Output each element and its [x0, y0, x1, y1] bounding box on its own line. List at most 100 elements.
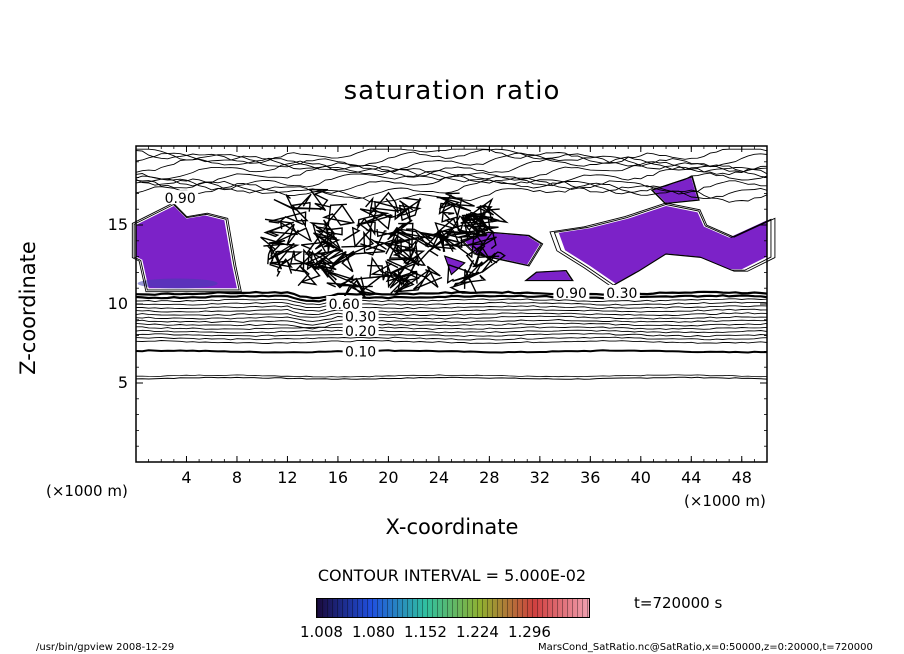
- contour-lines: [131, 148, 776, 380]
- contour-line: [135, 339, 768, 344]
- supersaturated-region: [527, 270, 572, 281]
- contour-line: [135, 329, 768, 334]
- contour-line: [452, 267, 488, 288]
- contour-line: [135, 160, 768, 181]
- high-ratio-patch: [137, 278, 218, 289]
- contour-label: 0.90: [556, 286, 587, 302]
- contour-label: 0.60: [329, 297, 360, 313]
- contour-line: [297, 264, 334, 287]
- contour-line: [465, 245, 498, 267]
- x-tick-label: 12: [277, 468, 298, 487]
- contour-line: [553, 204, 772, 286]
- footer-left: /usr/bin/gpview 2008-12-29: [36, 642, 175, 653]
- contour-line: [135, 376, 768, 380]
- y-tick-label: 5: [117, 373, 128, 392]
- contour-line: [303, 247, 339, 271]
- contour-line: [524, 269, 574, 282]
- contour-line: [290, 201, 326, 222]
- x-unit-right: (×1000 m): [684, 492, 766, 510]
- contour-line: [356, 208, 393, 231]
- contour-line: [383, 242, 420, 267]
- contour-line: [321, 203, 355, 227]
- contour-line: [135, 374, 768, 378]
- x-tick-label: 40: [630, 468, 651, 487]
- x-tick-label: 4: [181, 468, 192, 487]
- colorbar: [316, 598, 590, 618]
- contour-line: [390, 271, 415, 294]
- contour-line: [135, 308, 768, 315]
- contour-line: [131, 202, 242, 293]
- colorbar-label: 1.008: [300, 623, 343, 641]
- contour-label: 0.30: [606, 286, 637, 302]
- contour-line: [357, 213, 387, 236]
- supersaturated-region: [136, 206, 237, 289]
- supersaturated-region: [653, 177, 698, 203]
- contour-label-bg: [326, 296, 363, 310]
- contour-line: [404, 240, 439, 265]
- contour-line: [135, 165, 768, 187]
- supersaturated-region: [558, 206, 767, 284]
- contour-label: 0.30: [345, 310, 376, 326]
- contour-line: [321, 268, 358, 289]
- contour-line: [467, 230, 497, 255]
- contour-line: [304, 233, 344, 255]
- x-tick-label: 48: [731, 468, 752, 487]
- contour-line: [268, 211, 307, 229]
- y-tick-label: 10: [107, 294, 128, 313]
- contour-line: [135, 290, 768, 300]
- contour-line: [438, 192, 475, 215]
- contour-line: [434, 221, 469, 246]
- time-label: t=720000 s: [634, 594, 723, 612]
- contour-line: [269, 245, 304, 270]
- contour-line: [459, 212, 495, 234]
- x-tick-label: 20: [378, 468, 399, 487]
- x-tick-label: 24: [428, 468, 450, 487]
- contour-line: [269, 258, 293, 277]
- contour-line: [260, 236, 285, 257]
- contour-line: [135, 156, 768, 178]
- contour-interval: CONTOUR INTERVAL = 5.000E-02: [317, 566, 587, 585]
- y-axis-label: Z-coordinate: [16, 241, 40, 375]
- contour-line: [136, 326, 768, 330]
- x-tick-label: 8: [231, 468, 243, 487]
- contour-line: [135, 336, 768, 341]
- contour-label-bg: [553, 284, 590, 299]
- contour-label: 0.20: [345, 324, 376, 340]
- contour-label-bg: [162, 190, 199, 205]
- contour-line: [343, 277, 373, 299]
- x-tick-label: 28: [479, 468, 500, 487]
- contour-line: [135, 322, 768, 330]
- contour-line: [650, 175, 700, 205]
- contour-line: [135, 298, 768, 306]
- x-tick-label: 32: [529, 468, 550, 487]
- contour-label: 0.90: [165, 191, 196, 207]
- contour-line: [365, 226, 399, 248]
- contour-line: [395, 227, 433, 248]
- contour-line: [379, 266, 407, 289]
- contour-line: [410, 265, 443, 290]
- contour-line: [135, 349, 767, 354]
- contour-line: [344, 275, 383, 295]
- contour-line: [365, 238, 395, 255]
- x-unit-left: (×1000 m): [46, 482, 128, 500]
- contour-line: [308, 188, 331, 212]
- contour-line: [443, 255, 466, 276]
- colorbar-label: 1.080: [352, 623, 395, 641]
- contour-line: [446, 259, 483, 284]
- contour-line: [135, 319, 768, 326]
- contour-line: [365, 191, 399, 217]
- contour-line: [460, 231, 544, 267]
- chart-title: saturation ratio: [343, 76, 561, 106]
- colorbar-label: 1.152: [404, 623, 447, 641]
- contour-line: [135, 333, 768, 337]
- x-tick-label: 36: [580, 468, 601, 487]
- contour-line: [135, 179, 768, 200]
- contour-line: [135, 148, 768, 164]
- contour-line: [135, 315, 768, 322]
- contour-label-bg: [342, 322, 379, 337]
- contour-line: [135, 173, 767, 195]
- contour-label-bg: [603, 284, 640, 299]
- colorbar-label: 1.296: [508, 623, 551, 641]
- contour-line: [341, 226, 372, 248]
